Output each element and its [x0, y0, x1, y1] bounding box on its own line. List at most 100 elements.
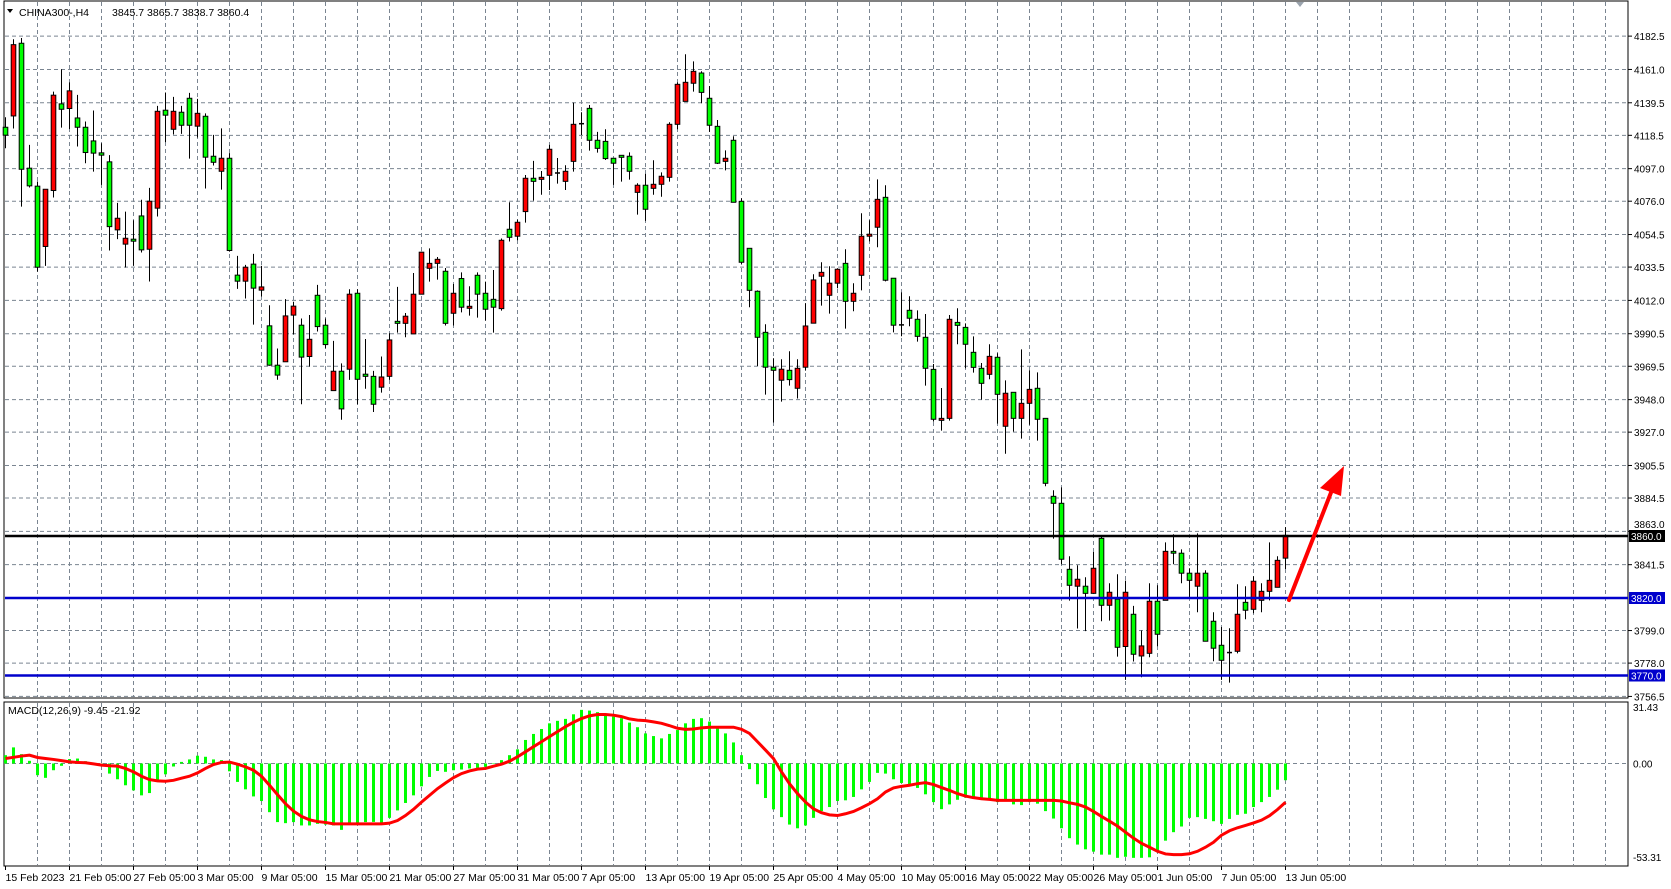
candle-body-down — [786, 369, 793, 381]
candle-body-down — [74, 117, 81, 128]
candle-body-up — [834, 268, 841, 284]
up-arrow-annotation[interactable] — [1287, 466, 1344, 602]
macd-histogram-bar — [404, 763, 407, 803]
candle-body-down — [1178, 552, 1185, 574]
candle-body-up — [810, 279, 817, 324]
macd-histogram-bar — [428, 763, 431, 777]
candle-body-down — [298, 324, 305, 358]
macd-histogram-bar — [924, 763, 927, 795]
price-tick-label: 3969.5 — [1634, 362, 1665, 373]
macd-histogram-bar — [348, 763, 351, 824]
time-tick-label: 13 Apr 05:00 — [646, 872, 706, 884]
macd-histogram-bar — [108, 763, 111, 774]
candle — [418, 251, 425, 295]
candle — [586, 104, 593, 151]
candle — [458, 272, 465, 313]
candle-body-down — [1098, 537, 1105, 606]
candle-body-up — [498, 239, 505, 310]
candle-body-down — [954, 321, 961, 326]
macd-histogram-bar — [1092, 763, 1095, 852]
candle-body-down — [370, 375, 377, 405]
candle-body-up — [1258, 590, 1265, 601]
candle — [650, 160, 657, 195]
candle — [298, 318, 305, 405]
macd-histogram-bar — [156, 763, 159, 781]
candle-body-up — [858, 235, 865, 276]
candle — [34, 181, 41, 272]
level-label-box — [1629, 669, 1665, 682]
macd-histogram-bar — [1268, 763, 1271, 797]
candle-body-down — [82, 126, 89, 154]
candle-body-up — [42, 188, 49, 247]
candle-body-up — [154, 110, 161, 209]
candle — [555, 157, 560, 184]
macd-histogram-bar — [556, 720, 559, 764]
candle-body-down — [738, 200, 745, 263]
price-tick-label: 4054.5 — [1634, 231, 1665, 242]
candle — [802, 303, 809, 371]
candle-body-up — [722, 157, 729, 162]
macd-histogram-bar — [844, 763, 847, 801]
candle-body-down — [1202, 572, 1209, 642]
candle — [1098, 536, 1105, 622]
candle-body-up — [1026, 388, 1033, 404]
candle — [402, 312, 409, 338]
candle-body-down — [354, 292, 361, 380]
candle — [266, 305, 273, 366]
candle — [690, 61, 697, 92]
candle — [282, 299, 289, 363]
macd-histogram-bar — [28, 760, 31, 764]
horizontal-levels[interactable]: 3860.0 3820.0 3770.0 — [5, 530, 1665, 683]
macd-histogram-bar — [172, 763, 175, 767]
macd-histogram-bar — [412, 763, 415, 796]
candle — [178, 105, 185, 134]
candle — [914, 310, 921, 342]
candle-body-down — [1218, 644, 1225, 661]
macd-histogram-bar — [484, 763, 487, 767]
macd-histogram-bar — [372, 763, 375, 822]
candle — [138, 199, 145, 253]
price-tick-label: 3948.0 — [1634, 396, 1665, 407]
candle — [1186, 568, 1193, 598]
macd-tick-label: 0.00 — [1633, 760, 1653, 771]
time-tick-label: 4 May 05:00 — [838, 872, 896, 884]
macd-histogram-bar — [60, 763, 63, 766]
candle — [90, 110, 97, 172]
macd-histogram-bar — [268, 763, 271, 813]
level-label: 3770.0 — [1631, 672, 1662, 683]
candle — [1114, 574, 1121, 657]
macd-histogram-bar — [900, 763, 903, 783]
candle — [706, 86, 713, 132]
candle — [570, 102, 577, 172]
candle — [482, 281, 489, 321]
candle — [1010, 391, 1017, 432]
macd-histogram-bar — [396, 763, 399, 811]
macd-histogram-bar — [1204, 763, 1207, 819]
macd-histogram-bar — [604, 713, 607, 764]
collapse-triangle-icon[interactable] — [7, 9, 13, 13]
candle — [306, 314, 313, 367]
candle — [818, 262, 825, 306]
candle — [1218, 626, 1225, 680]
candle-body-down — [1242, 601, 1249, 611]
candle — [154, 105, 161, 217]
macd-histogram-bar — [1172, 763, 1175, 833]
price-tick-label: 4118.5 — [1634, 131, 1664, 142]
chart-shift-marker-icon[interactable] — [1296, 2, 1304, 7]
macd-histogram-bar — [1060, 763, 1063, 829]
macd-histogram-bar — [284, 763, 287, 824]
macd-histogram-bar — [1028, 763, 1031, 803]
candle — [1162, 542, 1169, 601]
candle — [1106, 583, 1113, 621]
candle-body-up — [378, 376, 385, 388]
candle-body-down — [626, 155, 633, 172]
candle-body-up — [802, 325, 809, 368]
candle-body-up — [866, 233, 873, 237]
macd-histogram-bar — [692, 718, 695, 764]
candle-body-up — [434, 258, 441, 264]
candle-body-up — [66, 90, 73, 110]
macd-histogram-bar — [140, 763, 143, 796]
candle — [850, 283, 857, 312]
candle-body-up — [1146, 600, 1153, 654]
